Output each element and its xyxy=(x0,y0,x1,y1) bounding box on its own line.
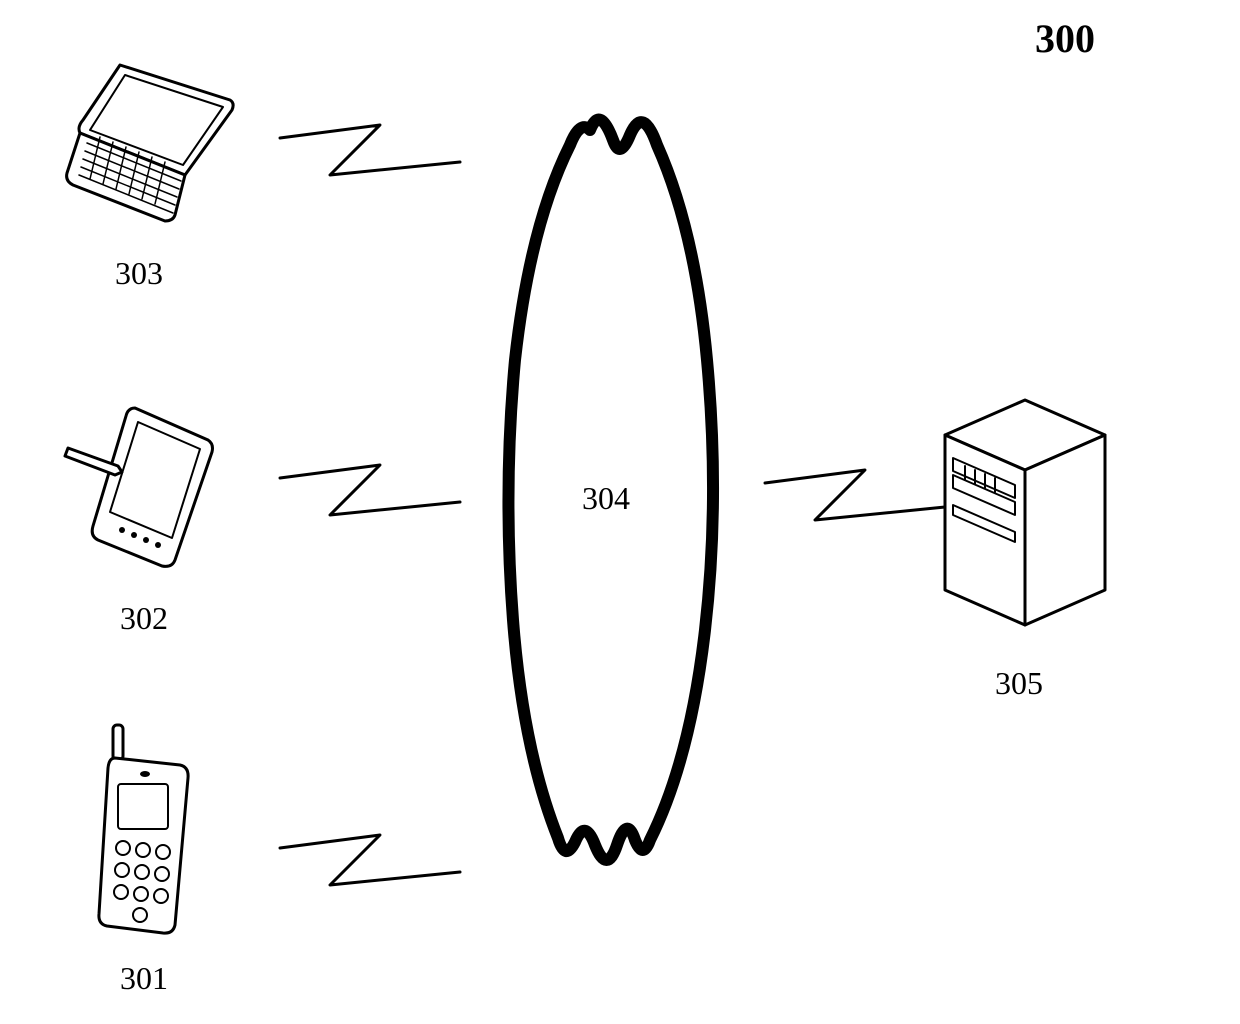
tablet-label: 302 xyxy=(120,600,168,637)
server-icon xyxy=(930,390,1120,640)
cloud-label: 304 xyxy=(582,480,630,517)
phone-label: 301 xyxy=(120,960,168,997)
tablet-icon xyxy=(60,400,220,575)
link-phone-cloud-icon xyxy=(275,830,465,900)
phone-icon xyxy=(85,720,205,940)
server-label: 305 xyxy=(995,665,1043,702)
link-cloud-server-icon xyxy=(760,465,950,535)
link-tablet-cloud-icon xyxy=(275,460,465,530)
link-laptop-cloud-icon xyxy=(275,120,465,190)
figure-number: 300 xyxy=(1035,15,1095,62)
diagram-canvas: 300 303 xyxy=(0,0,1240,1024)
laptop-label: 303 xyxy=(115,255,163,292)
laptop-icon xyxy=(55,55,240,230)
